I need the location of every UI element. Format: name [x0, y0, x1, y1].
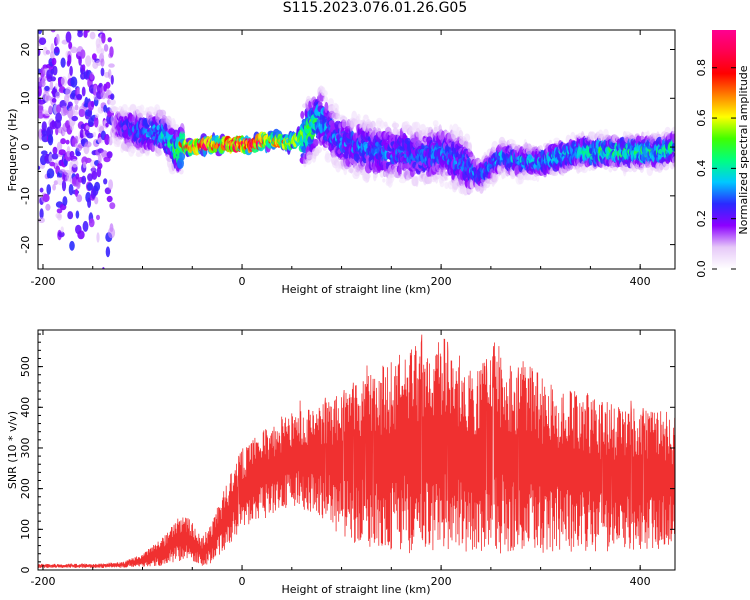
spectrogram-y-tick-label: -10: [19, 187, 32, 205]
colorbar-tick-label: 0.0: [695, 260, 708, 278]
snr-y-label: SNR (10 * v/v): [6, 411, 19, 489]
page-title: S115.2023.076.01.26.G05: [282, 0, 468, 16]
snr-frame: [37, 329, 676, 571]
snr-y-ticks: 0 100 200 300 400 500: [19, 333, 675, 574]
colorbar-tick-label: 0.2: [695, 210, 708, 228]
snr-y-tick-label: 400: [19, 397, 32, 418]
snr-y-tick-label: 0: [19, 567, 32, 574]
snr-y-tick-label: 200: [19, 478, 32, 499]
snr-x-tick-label: 400: [630, 575, 651, 588]
snr-y-tick-label: 100: [19, 519, 32, 540]
spectrogram-x-tick-label: -200: [30, 275, 55, 288]
spectrogram-x-tick-label: 400: [630, 275, 651, 288]
snr-x-tick-label: -200: [30, 575, 55, 588]
colorbar: 0.0 0.2 0.4 0.6 0.8 Normalized spectral ampl…: [695, 30, 750, 278]
spectrogram-panel: -200 0 200 400 -20 -10 0 10 20 Height of straig…: [6, 29, 676, 296]
colorbar-tick-label: 0.6: [695, 109, 708, 127]
spectrogram-x-tick-label: 0: [239, 275, 246, 288]
spectrogram-y-tick-label: 10: [19, 91, 32, 105]
snr-line: [37, 334, 676, 569]
colorbar-tick-label: 0.4: [695, 160, 708, 178]
snr-y-tick-label: 300: [19, 437, 32, 458]
colorbar-tick-label: 0.8: [695, 59, 708, 77]
snr-y-tick-label: 500: [19, 356, 32, 377]
snr-x-label: Height of straight line (km): [281, 583, 430, 596]
colorbar-label: Normalized spectral amplitude: [737, 65, 750, 234]
colorbar-scale: [712, 30, 736, 269]
snr-x-tick-label: 0: [239, 575, 246, 588]
snr-x-ticks: -200 0 200 400: [30, 330, 651, 588]
spectrogram-x-tick-label: 200: [431, 275, 452, 288]
spectrogram-frame: [37, 29, 676, 270]
spectrogram-y-tick-label: -20: [19, 236, 32, 254]
spectrogram-y-tick-label: 20: [19, 43, 32, 57]
snr-x-tick-label: 200: [431, 575, 452, 588]
spectrogram-y-tick-label: 0: [19, 144, 32, 151]
spectrogram-y-ticks: -20 -10 0 10 20: [19, 43, 675, 270]
spectrogram-x-ticks: -200 0 200 400: [30, 30, 651, 288]
spectrogram-heat: [38, 30, 675, 269]
spectrogram-x-label: Height of straight line (km): [281, 283, 430, 296]
colorbar-ticks: 0.0 0.2 0.4 0.6 0.8: [695, 59, 736, 278]
snr-series: [37, 334, 676, 569]
spectrogram-y-label: Frequency (Hz): [6, 109, 19, 192]
